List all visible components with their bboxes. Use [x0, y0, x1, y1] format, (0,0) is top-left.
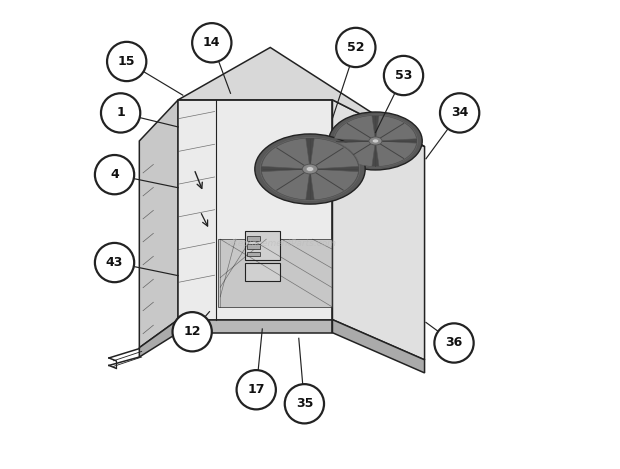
Circle shape: [384, 56, 423, 95]
Circle shape: [237, 370, 276, 409]
Text: eReplacementParts.com: eReplacementParts.com: [227, 239, 337, 249]
Circle shape: [95, 243, 134, 282]
Polygon shape: [376, 141, 417, 166]
Polygon shape: [332, 100, 425, 360]
Text: 12: 12: [184, 325, 201, 338]
Ellipse shape: [303, 164, 317, 174]
Polygon shape: [218, 239, 332, 307]
Circle shape: [101, 93, 140, 133]
Circle shape: [336, 28, 376, 67]
Polygon shape: [178, 319, 332, 333]
Ellipse shape: [255, 134, 365, 204]
Circle shape: [192, 23, 231, 62]
Ellipse shape: [329, 112, 422, 170]
Polygon shape: [334, 141, 376, 166]
Polygon shape: [178, 47, 425, 147]
Text: 34: 34: [451, 106, 468, 120]
Polygon shape: [262, 169, 310, 200]
Polygon shape: [376, 115, 417, 141]
Text: 35: 35: [296, 397, 313, 410]
Circle shape: [435, 323, 474, 363]
Ellipse shape: [306, 166, 314, 172]
Text: 17: 17: [247, 383, 265, 396]
Bar: [244, 264, 280, 281]
Text: 36: 36: [445, 336, 463, 349]
Ellipse shape: [369, 137, 382, 145]
Bar: [247, 252, 260, 257]
Text: 15: 15: [118, 55, 135, 68]
Text: 14: 14: [203, 36, 221, 49]
Bar: [244, 231, 280, 260]
Text: 1: 1: [116, 106, 125, 120]
Circle shape: [440, 93, 479, 133]
Ellipse shape: [260, 137, 360, 201]
Text: 53: 53: [395, 69, 412, 82]
Polygon shape: [310, 138, 358, 169]
Polygon shape: [332, 319, 425, 373]
Ellipse shape: [334, 115, 417, 167]
Polygon shape: [262, 138, 310, 169]
Polygon shape: [310, 169, 358, 200]
Text: 52: 52: [347, 41, 365, 54]
Bar: [247, 236, 260, 241]
Circle shape: [285, 384, 324, 424]
Text: 4: 4: [110, 168, 119, 181]
Circle shape: [107, 42, 146, 81]
Bar: [247, 244, 260, 249]
Polygon shape: [140, 319, 178, 357]
Circle shape: [95, 155, 134, 194]
Text: 43: 43: [106, 256, 123, 269]
Polygon shape: [178, 100, 332, 319]
Circle shape: [172, 312, 212, 351]
Polygon shape: [140, 100, 178, 348]
Ellipse shape: [372, 139, 379, 143]
Polygon shape: [334, 115, 376, 141]
